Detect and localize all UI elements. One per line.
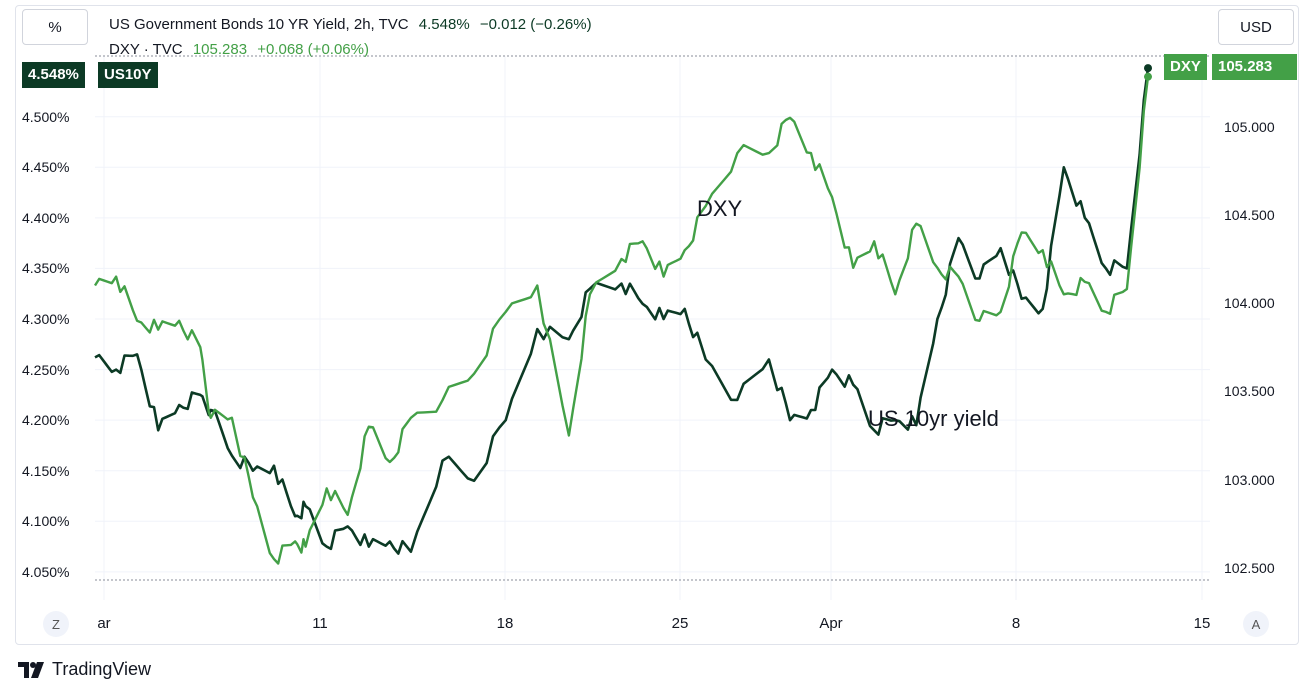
chart-frame (15, 5, 1299, 645)
y-left-tick-label: 4.150% (22, 462, 70, 479)
y-left-tick-label: 4.450% (22, 159, 70, 176)
tradingview-icon (18, 661, 44, 678)
x-tick-label: ar (97, 615, 111, 632)
legend-dxy[interactable]: DXY · TVC 105.283 +0.068 (+0.06%) (109, 41, 369, 58)
x-tick-label: 15 (1193, 615, 1211, 632)
annotation-us10y: US 10yr yield (868, 406, 999, 431)
y-right-tick-label: 102.500 (1224, 559, 1275, 576)
x-tick-label: 11 (312, 615, 328, 632)
series-line-us10y[interactable] (94, 67, 1150, 555)
currency-button[interactable]: USD (1218, 9, 1294, 45)
x-tick-label: Apr (819, 615, 843, 632)
y-left-tick-label: 4.100% (22, 513, 70, 530)
y-right-tick-label: 105.000 (1224, 118, 1275, 135)
legend-us10y[interactable]: US Government Bonds 10 YR Yield, 2h, TVC… (109, 16, 592, 33)
last-point-us10y (1144, 64, 1152, 73)
symbol-badge-right: DXY (1164, 54, 1207, 80)
y-left-tick-label: 4.250% (22, 361, 70, 378)
last-value-badge-right: 105.283 (1211, 54, 1297, 80)
legend-dxy-value: 105.283 (192, 41, 248, 58)
percent-scale-button[interactable]: % (22, 9, 88, 45)
zoom-toggle-button[interactable]: Z (43, 611, 69, 637)
legend-us10y-value: 4.548% (418, 16, 470, 33)
last-point-dxy (1144, 72, 1152, 81)
tradingview-logo[interactable]: TradingView (18, 659, 151, 680)
legend-dxy-change: +0.068 (+0.06%) (257, 41, 369, 58)
brand-name: TradingView (52, 659, 152, 679)
series-line-dxy[interactable] (93, 76, 1150, 565)
y-left-tick-label: 4.200% (22, 412, 70, 429)
y-right-tick-label: 104.000 (1224, 295, 1275, 312)
x-tick-label: 18 (496, 615, 514, 632)
x-tick-label: 25 (671, 615, 689, 632)
y-right-tick-label: 104.500 (1224, 206, 1275, 223)
x-tick-label: 8 (1011, 615, 1021, 632)
y-right-tick-label: 103.500 (1224, 383, 1275, 400)
y-left-tick-label: 4.300% (22, 311, 70, 327)
last-value-badge-left: 4.548% (22, 62, 85, 88)
y-left-tick-label: 4.350% (22, 260, 70, 277)
y-left-tick-label: 4.400% (22, 209, 70, 226)
y-left-tick-label: 4.050% (22, 563, 70, 580)
y-left-tick-label: 4.500% (22, 108, 70, 125)
auto-scale-button[interactable]: A (1243, 611, 1269, 637)
legend-dxy-title: DXY · TVC (109, 41, 183, 58)
legend-us10y-title: US Government Bonds 10 YR Yield, 2h, TVC (109, 16, 409, 33)
symbol-badge-left: US10Y (97, 62, 158, 88)
y-right-tick-label: 103.000 (1224, 471, 1275, 488)
annotation-dxy: DXY (697, 196, 743, 221)
legend-us10y-change: −0.012 (−0.26%) (479, 16, 592, 33)
